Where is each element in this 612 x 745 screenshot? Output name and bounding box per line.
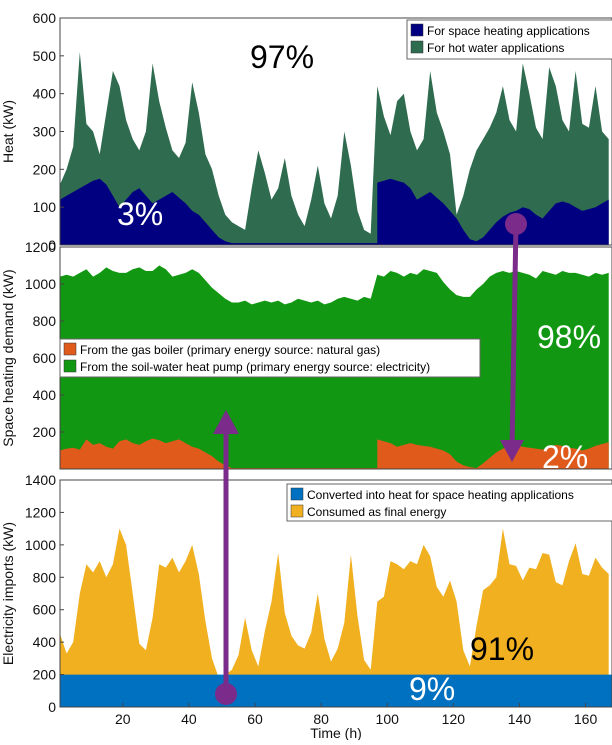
y-tick-label: 800 [33, 569, 57, 585]
down-arrow-shaft [509, 223, 519, 451]
series-area-3-1 [60, 674, 612, 707]
y-tick-label: 400 [33, 86, 57, 102]
y-tick-label: 200 [33, 424, 57, 440]
legend-electricity-label: Consumed as final energy [307, 505, 446, 519]
x-axis-label: Time (h) [310, 725, 362, 740]
y-tick-label: 300 [33, 124, 57, 140]
y-tick-label: 500 [33, 48, 57, 64]
x-tick-label: 140 [508, 711, 532, 727]
y-axis-label: Heat (kW) [0, 100, 16, 163]
y-tick-label: 0 [48, 237, 56, 253]
y-tick-label: 1200 [25, 239, 56, 255]
x-tick-label: 60 [247, 711, 263, 727]
legend-heat-box [406, 19, 612, 60]
y-tick-label: 1400 [25, 472, 56, 488]
y-tick-label: 200 [33, 667, 57, 683]
y-tick-label: 100 [33, 199, 57, 215]
percentage-annotation: 98% [537, 319, 601, 355]
plot-frame-3 [59, 479, 612, 708]
legend-heat-swatch [410, 40, 424, 54]
up-arrow-origin-dot [215, 683, 237, 705]
x-tick-label: 100 [376, 711, 400, 727]
x-tick-label: 80 [313, 711, 329, 727]
series-area-3-2 [60, 528, 609, 707]
y-tick-label: 1000 [25, 537, 56, 553]
y-tick-label: 1200 [25, 504, 56, 520]
y-tick-label: 1000 [25, 276, 56, 292]
legend-electricity-box [286, 483, 612, 522]
y-tick-label: 400 [33, 634, 57, 650]
y-tick-label: 400 [33, 387, 57, 403]
x-tick-label: 20 [115, 711, 131, 727]
legend-space-heating-label: From the gas boiler (primary energy sour… [80, 343, 380, 357]
legend-heat-label: For hot water applications [427, 41, 564, 55]
y-tick-label: 600 [33, 602, 57, 618]
legend-electricity-swatch [290, 504, 304, 518]
legend-space-heating-box [59, 338, 481, 378]
x-tick-label: 120 [442, 711, 466, 727]
legend-electricity-swatch [290, 487, 304, 501]
y-axis-label: Space heating demand (kW) [0, 269, 16, 446]
series-area-1-2 [60, 52, 609, 245]
series-area-1-1 [60, 178, 609, 245]
y-axis-label: Electricity imports (kW) [0, 522, 16, 665]
percentage-annotation: 3% [117, 196, 163, 232]
legend-space-heating-swatch [63, 359, 77, 373]
percentage-annotation: 2% [542, 439, 588, 475]
legend-space-heating-label: From the soil-water heat pump (primary e… [80, 360, 430, 374]
up-arrow-head [213, 410, 239, 434]
percentage-annotation: 97% [250, 39, 314, 75]
legend-heat-label: For space heating applications [427, 24, 590, 38]
y-tick-label: 0 [48, 699, 56, 715]
legend-heat-swatch [410, 23, 424, 37]
series-area-2-1 [60, 438, 609, 469]
y-tick-label: 800 [33, 313, 57, 329]
down-arrow-head [500, 440, 524, 462]
percentage-annotation: 9% [409, 671, 455, 707]
x-tick-label: 40 [181, 711, 197, 727]
legend-electricity-label: Converted into heat for space heating ap… [307, 488, 574, 502]
y-tick-label: 600 [33, 350, 57, 366]
y-tick-label: 600 [33, 10, 57, 26]
y-tick-label: 200 [33, 161, 57, 177]
legend-space-heating-swatch [63, 342, 77, 356]
percentage-annotation: 91% [470, 631, 534, 667]
x-tick-label: 160 [574, 711, 598, 727]
down-arrow-origin-dot [505, 213, 527, 235]
